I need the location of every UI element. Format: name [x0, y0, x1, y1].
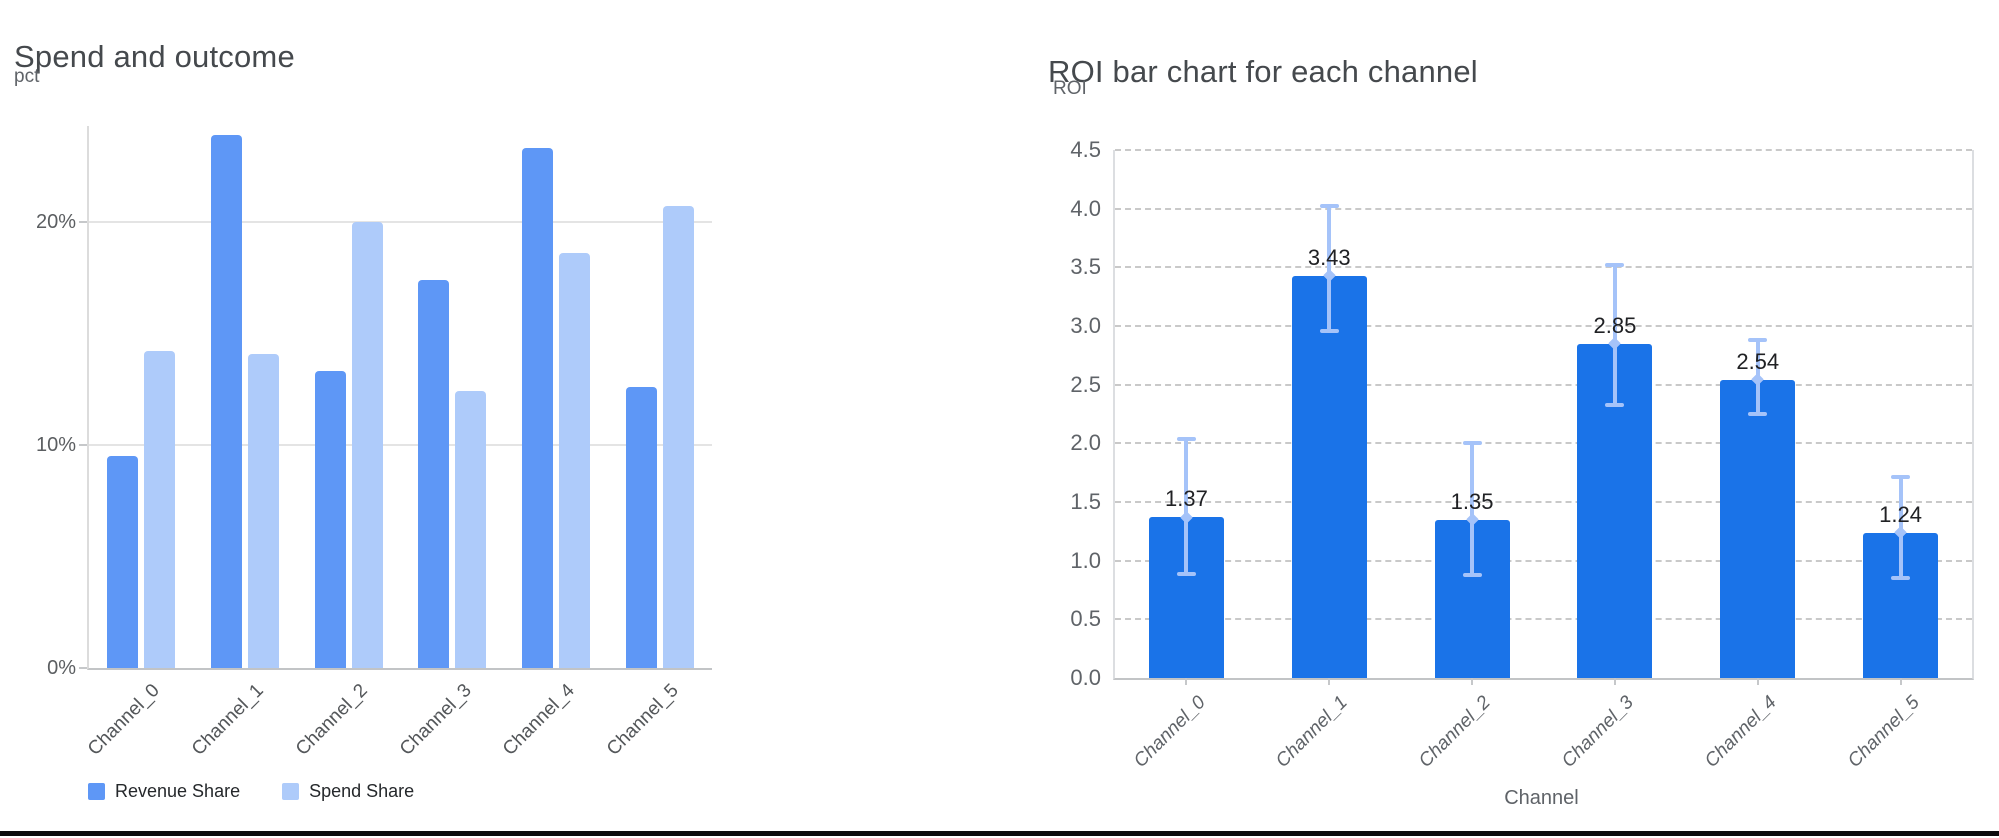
bar-spend-share [247, 353, 279, 668]
y-tick-mark [79, 667, 87, 669]
x-tick-label: Channel_3 [395, 680, 476, 760]
bar-spend-share [559, 253, 591, 668]
error-cap-top [1319, 204, 1339, 209]
x-tick-label: Channel_1 [1272, 692, 1353, 772]
bar-spend-share [351, 221, 383, 668]
x-tick-label: Channel_0 [83, 680, 164, 760]
error-bar [1470, 443, 1475, 575]
y-tick-label: 0% [47, 657, 76, 679]
y-tick-label: 10% [35, 433, 76, 456]
y-tick-mark [79, 443, 87, 446]
x-tick-label: Channel_2 [291, 680, 372, 760]
legend: Revenue Share Spend Share [88, 781, 414, 802]
bar-spend-share [455, 391, 487, 668]
grid-line [1115, 266, 1972, 269]
legend-label: Revenue Share [115, 781, 241, 801]
grid-line [1115, 325, 1972, 327]
bar-roi [1720, 379, 1796, 678]
legend-swatch [282, 783, 300, 800]
bar-revenue-share [418, 279, 450, 668]
grid-line [1115, 442, 1972, 445]
x-tick-mark [1185, 678, 1188, 685]
x-tick-mark [1756, 678, 1759, 685]
window-bottom-border [0, 831, 1999, 836]
error-cap-bottom [1605, 402, 1625, 407]
grid-line [1115, 559, 1972, 562]
x-tick-mark [1328, 678, 1331, 685]
x-tick-label: Channel_3 [1557, 692, 1638, 772]
y-tick-label: 1.5 [1070, 489, 1101, 514]
x-axis-title: Channel [1504, 787, 1579, 809]
y-tick-label: 4.5 [1070, 137, 1101, 162]
x-tick-label: Channel_4 [1700, 692, 1781, 772]
bar-revenue-share [522, 148, 554, 668]
x-tick-mark [1613, 678, 1616, 685]
x-tick-mark [1899, 678, 1902, 685]
grid-line [89, 443, 712, 446]
bar-value-label: 1.24 [1879, 501, 1922, 527]
bar-revenue-share [314, 371, 346, 668]
y-tick-label: 1.0 [1070, 547, 1101, 573]
error-cap-bottom [1462, 572, 1482, 577]
error-cap-top [1605, 262, 1625, 267]
bar-value-label: 2.54 [1736, 348, 1780, 374]
bar-roi [1291, 275, 1367, 678]
y-tick-label: 0.0 [1070, 665, 1101, 690]
x-tick-label: Channel_2 [1415, 692, 1495, 772]
bar-revenue-share [210, 134, 242, 668]
roi-chart-title: ROI bar chart for each channel [1048, 53, 1478, 89]
x-tick-label: Channel_0 [1129, 692, 1210, 772]
y-tick-label: 3.5 [1070, 254, 1101, 280]
left-plot-area: 0% 10% 20% Channel_0 Channel_1 Channel_2 Chann… [36, 126, 712, 760]
error-cap-bottom [1319, 328, 1339, 333]
legend-swatch [88, 783, 105, 800]
legend-item: Revenue Share [88, 781, 240, 802]
page-title: Spend and outcome [14, 38, 295, 74]
grid-line [1115, 383, 1972, 386]
error-cap-top [1748, 338, 1768, 343]
grid-line [89, 220, 712, 223]
legend-label: Spend Share [309, 781, 415, 801]
error-bar [1327, 206, 1332, 331]
x-tick-label: Channel_5 [1843, 692, 1924, 772]
right-plot-area: 0.0 0.5 1.0 1.5 2.0 2.5 3.0 3.5 4.0 4.5 1.37 Channe… [1070, 137, 1974, 772]
x-tick-label: Channel_4 [499, 680, 580, 760]
error-cap-top [1462, 441, 1482, 446]
error-cap-bottom [1748, 412, 1768, 416]
x-tick-mark [1471, 678, 1474, 685]
y-tick-label: 0.5 [1070, 606, 1101, 632]
y-tick-label: 3.0 [1070, 313, 1101, 338]
bar-value-label: 1.37 [1164, 486, 1208, 512]
y-tick-label: 2.0 [1070, 430, 1101, 456]
error-bar [1612, 264, 1617, 405]
bar-value-label: 1.35 [1450, 488, 1494, 514]
left-y-axis-unit: pct [14, 66, 40, 87]
error-cap-bottom [1176, 571, 1196, 576]
y-tick-mark [79, 220, 87, 223]
error-cap-top [1891, 475, 1911, 480]
bar-revenue-share [106, 456, 138, 668]
y-tick-label: 4.0 [1070, 195, 1101, 221]
error-bar [1184, 438, 1189, 574]
right-y-axis-unit: ROI [1053, 78, 1087, 99]
x-tick-label: Channel_1 [187, 680, 268, 760]
bar-value-label: 2.85 [1593, 312, 1637, 338]
grid-line [1115, 149, 1972, 151]
grid-line [1115, 207, 1972, 210]
error-cap-top [1176, 436, 1196, 441]
error-cap-bottom [1891, 576, 1911, 581]
legend-item: Spend Share [282, 781, 414, 802]
bar-revenue-share [626, 386, 658, 668]
grid-line [1115, 501, 1972, 503]
y-tick-label: 20% [35, 210, 76, 233]
grid-line [1115, 618, 1972, 621]
bar-spend-share [663, 206, 695, 668]
bar-value-label: 3.43 [1307, 244, 1351, 270]
bar-spend-share [143, 351, 175, 668]
x-tick-label: Channel_5 [603, 680, 683, 760]
y-tick-label: 2.5 [1070, 371, 1101, 397]
